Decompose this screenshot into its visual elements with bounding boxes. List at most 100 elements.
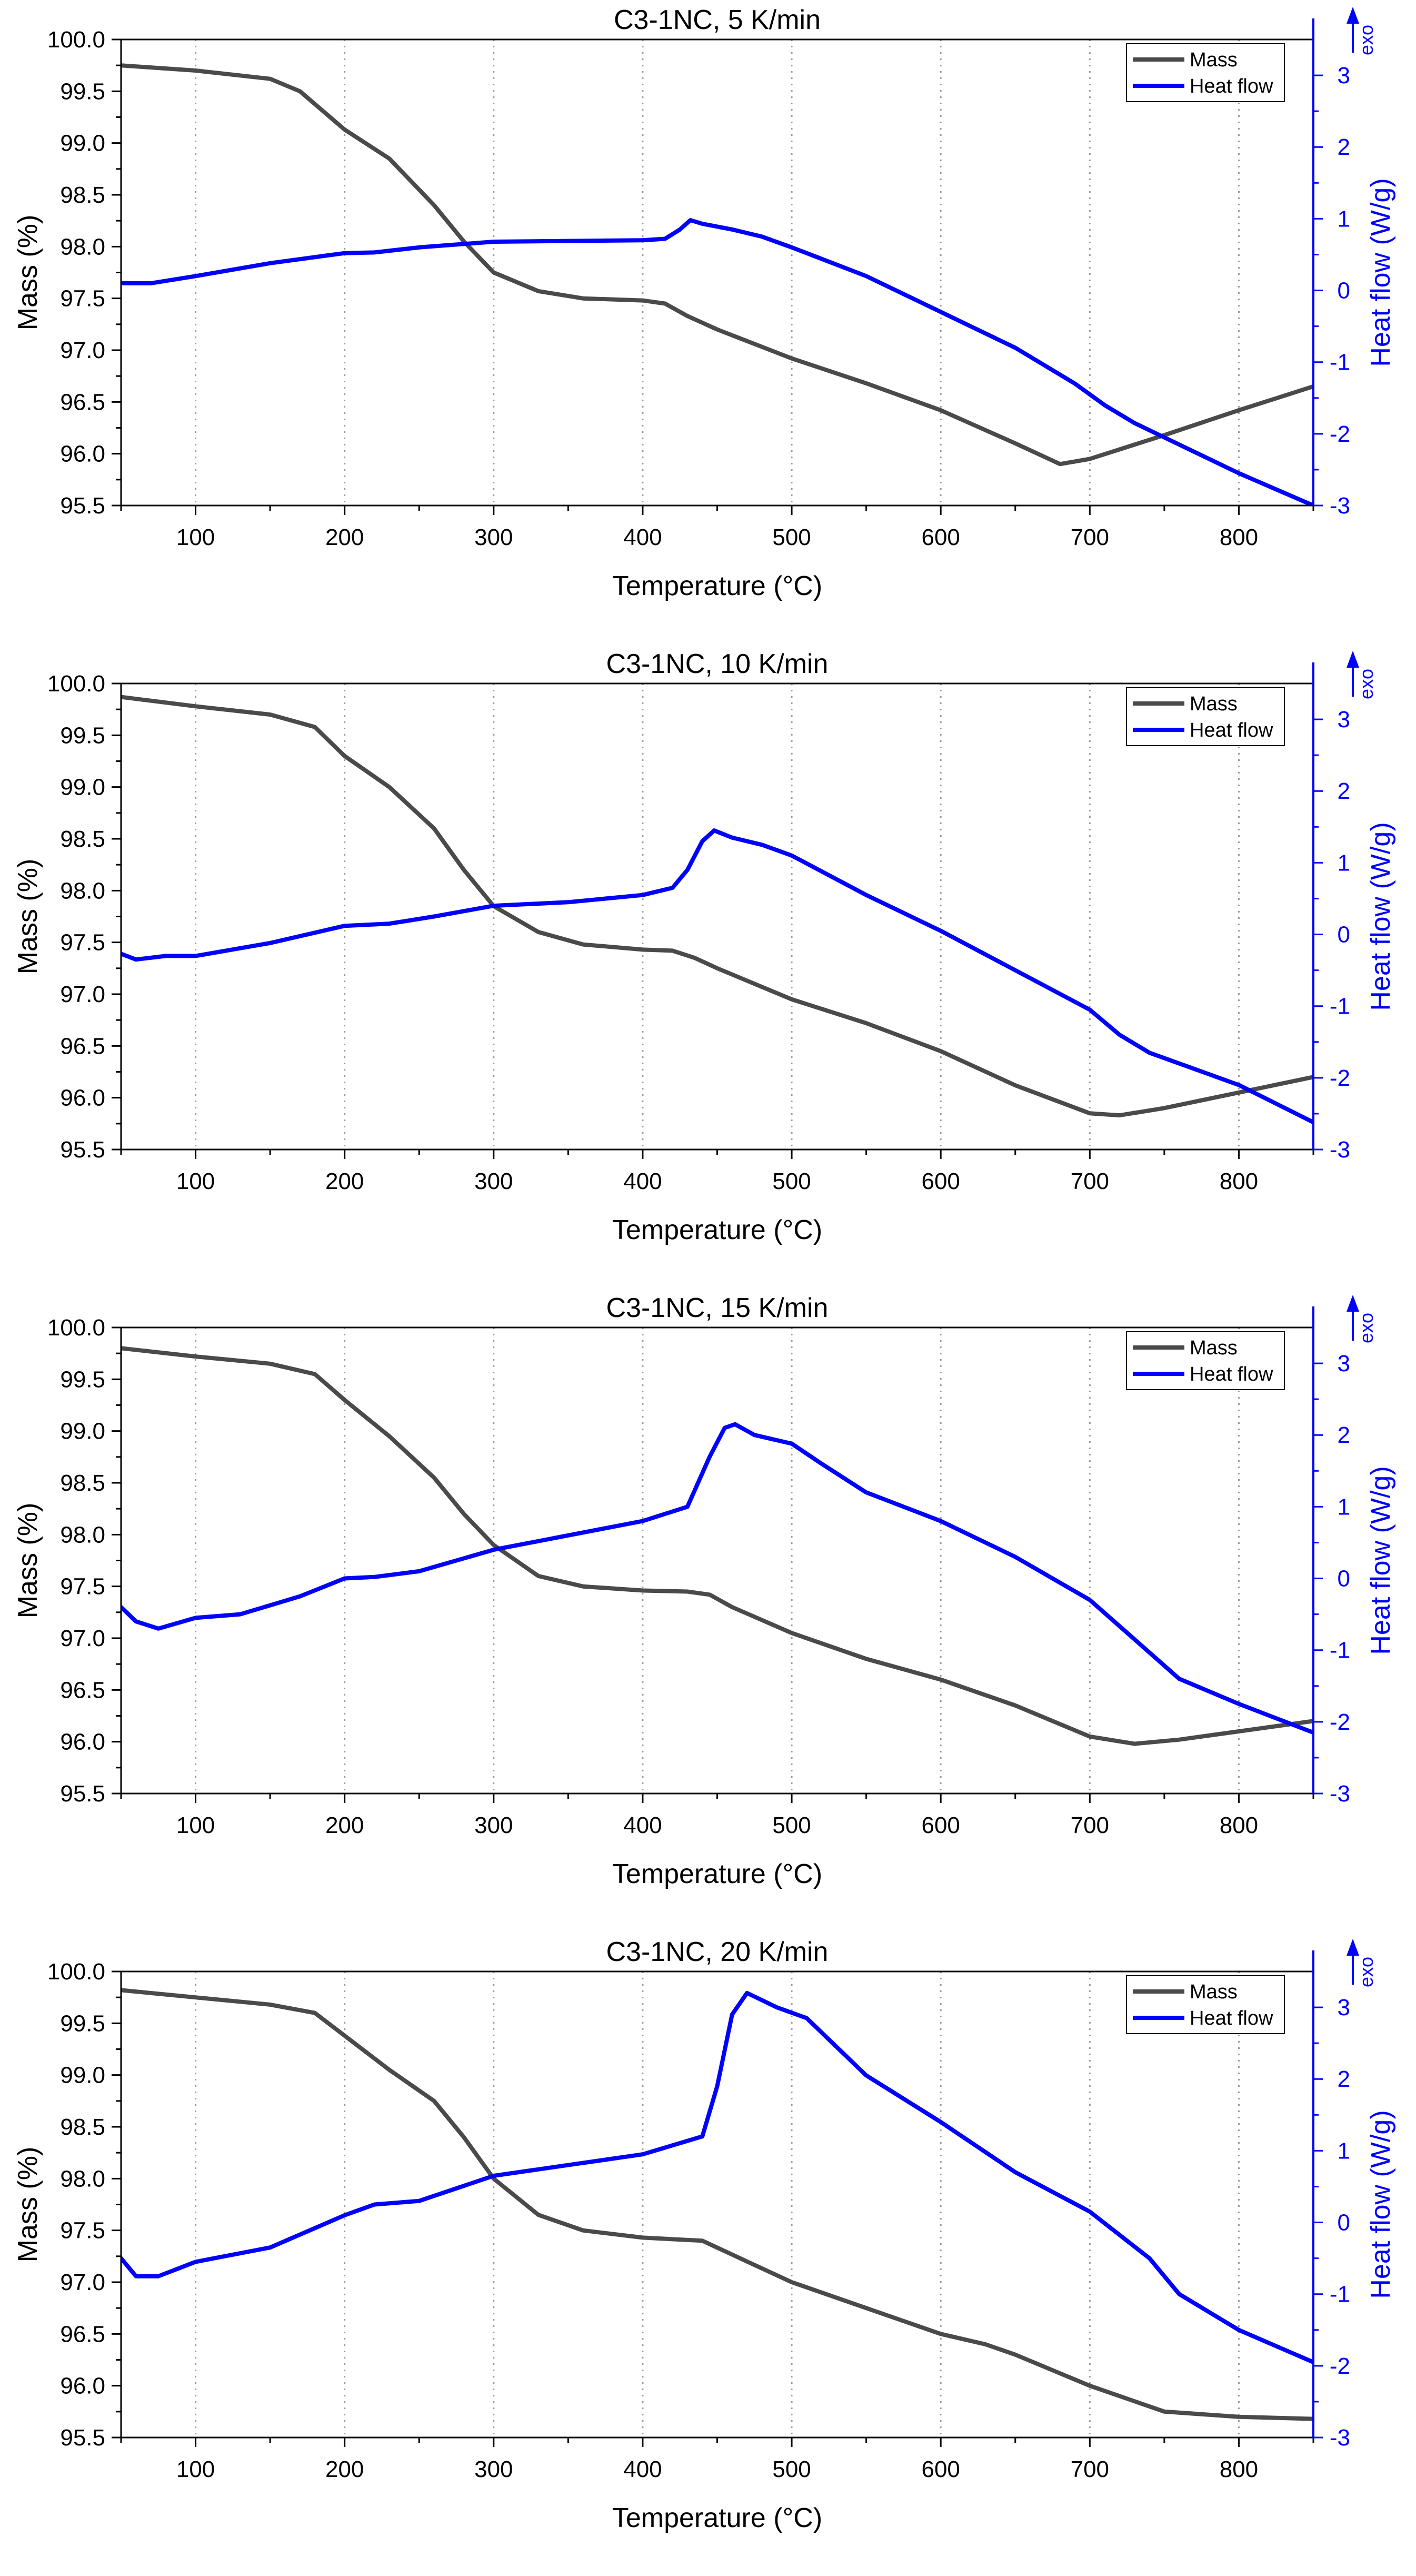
y-left-tick-label: 97.0 xyxy=(60,1626,105,1651)
y-right-tick-label: -3 xyxy=(1330,2425,1350,2451)
y-right-tick-label: -2 xyxy=(1330,421,1350,447)
y-right-axis-label: Heat flow (W/g) xyxy=(1365,822,1396,1010)
legend-label: Heat flow xyxy=(1190,75,1273,97)
y-right-tick-label: -1 xyxy=(1330,1638,1350,1663)
y-right-tick-label: 1 xyxy=(1338,2138,1350,2164)
x-tick-label: 100 xyxy=(176,2456,215,2482)
legend-label: Heat flow xyxy=(1190,719,1273,741)
x-tick-label: 600 xyxy=(921,524,960,550)
y-left-tick-label: 96.5 xyxy=(60,389,105,415)
x-tick-label: 200 xyxy=(325,2456,364,2482)
y-left-tick-label: 97.5 xyxy=(60,2218,105,2244)
y-left-tick-label: 96.0 xyxy=(60,2373,105,2399)
x-tick-label: 800 xyxy=(1220,524,1258,550)
x-tick-label: 800 xyxy=(1220,2456,1258,2482)
y-left-axis-label: Mass (%) xyxy=(13,859,43,975)
y-left-axis-label: Mass (%) xyxy=(13,1503,43,1619)
plot-frame xyxy=(120,1326,1314,1795)
chart-title: C3-1NC, 10 K/min xyxy=(606,649,829,679)
y-right-tick-label: 2 xyxy=(1338,1422,1350,1448)
y-left-tick-label: 95.5 xyxy=(60,2425,105,2451)
legend-box xyxy=(1126,43,1285,102)
x-tick-label: 500 xyxy=(772,2456,811,2482)
y-right-tick-label: -2 xyxy=(1330,1065,1350,1091)
heat-flow-series-line xyxy=(121,828,1313,1125)
y-right-tick-label: 2 xyxy=(1338,134,1350,160)
x-tick-label: 700 xyxy=(1071,1168,1109,1194)
x-tick-label: 400 xyxy=(623,1812,662,1838)
y-right-tick-label: 1 xyxy=(1338,1494,1350,1520)
y-right-tick-label: 3 xyxy=(1338,707,1350,732)
x-tick-label: 500 xyxy=(772,524,811,550)
y-right-tick-label: 3 xyxy=(1338,63,1350,88)
heat-flow-series-line xyxy=(121,1990,1313,2364)
legend-label: Heat flow xyxy=(1190,2007,1273,2029)
y-left-tick-label: 100.0 xyxy=(47,1315,105,1341)
y-left-tick-label: 96.5 xyxy=(60,1677,105,1703)
x-tick-label: 600 xyxy=(921,1168,960,1194)
x-tick-label: 100 xyxy=(176,1812,215,1838)
y-right-tick-label: -3 xyxy=(1330,1781,1350,1807)
x-tick-label: 400 xyxy=(623,1168,662,1194)
x-tick-label: 100 xyxy=(176,1168,215,1194)
y-left-tick-label: 98.0 xyxy=(60,1522,105,1548)
exo-arrow-head xyxy=(1347,7,1359,24)
plot-frame xyxy=(120,1970,1314,2439)
y-right-tick-label: 2 xyxy=(1338,2066,1350,2092)
y-left-tick-label: 98.0 xyxy=(60,878,105,904)
x-tick-label: 700 xyxy=(1071,524,1109,550)
x-tick-label: 200 xyxy=(325,1168,364,1194)
y-right-tick-label: -2 xyxy=(1330,2353,1350,2379)
y-right-tick-label: 0 xyxy=(1338,922,1350,948)
plot-frame xyxy=(120,38,1314,507)
y-left-tick-label: 100.0 xyxy=(47,27,105,53)
y-right-axis-label: Heat flow (W/g) xyxy=(1365,1466,1396,1654)
y-left-tick-label: 95.5 xyxy=(60,1137,105,1163)
y-left-tick-label: 97.0 xyxy=(60,338,105,363)
exo-arrow-head xyxy=(1347,1939,1359,1956)
chart-title: C3-1NC, 5 K/min xyxy=(614,5,821,35)
y-left-tick-label: 95.5 xyxy=(60,493,105,519)
x-tick-label: 800 xyxy=(1220,1168,1258,1194)
chart-svg: C3-1NC, 10 K/min exo 100 200 300 400 500 600 700… xyxy=(13,649,1396,1245)
exo-label: exo xyxy=(1355,25,1377,55)
chart-svg: C3-1NC, 20 K/min exo 100 200 300 400 500 600 700… xyxy=(13,1937,1396,2533)
x-tick-label: 300 xyxy=(474,1812,513,1838)
y-right-tick-label: 3 xyxy=(1338,1995,1350,2020)
exo-arrow-head xyxy=(1347,1295,1359,1312)
y-left-tick-label: 98.0 xyxy=(60,234,105,260)
x-tick-label: 600 xyxy=(921,2456,960,2482)
y-left-tick-label: 95.5 xyxy=(60,1781,105,1807)
y-left-tick-label: 96.5 xyxy=(60,1033,105,1059)
x-tick-label: 400 xyxy=(623,524,662,550)
y-left-tick-label: 96.5 xyxy=(60,2321,105,2347)
mass-series-line xyxy=(121,1988,1313,2421)
y-right-tick-label: 0 xyxy=(1338,2210,1350,2236)
y-left-axis-label: Mass (%) xyxy=(13,2147,43,2263)
y-left-tick-label: 97.0 xyxy=(60,982,105,1007)
x-axis-label: Temperature (°C) xyxy=(612,1859,822,1889)
exo-arrow-head xyxy=(1347,651,1359,668)
y-left-tick-label: 97.5 xyxy=(60,286,105,312)
x-tick-label: 700 xyxy=(1071,2456,1109,2482)
y-right-tick-label: 2 xyxy=(1338,778,1350,804)
x-tick-label: 800 xyxy=(1220,1812,1258,1838)
legend-label: Mass xyxy=(1190,1337,1238,1359)
y-left-tick-label: 100.0 xyxy=(47,671,105,697)
heat-flow-series-line xyxy=(121,1422,1313,1735)
y-left-tick-label: 97.0 xyxy=(60,2270,105,2295)
y-right-tick-label: -3 xyxy=(1330,493,1350,519)
y-left-tick-label: 99.5 xyxy=(60,78,105,104)
y-right-tick-label: -1 xyxy=(1330,350,1350,375)
exo-label: exo xyxy=(1355,1313,1377,1343)
x-tick-label: 200 xyxy=(325,1812,364,1838)
y-left-tick-label: 97.5 xyxy=(60,1574,105,1600)
y-left-tick-label: 99.5 xyxy=(60,722,105,748)
chart-panel: C3-1NC, 5 K/min exo 100 200 300 400 500 600 700 8… xyxy=(0,0,1416,644)
y-right-tick-label: 1 xyxy=(1338,206,1350,232)
legend-box xyxy=(1126,1975,1285,2034)
y-left-tick-label: 99.0 xyxy=(60,131,105,156)
plot-frame xyxy=(120,682,1314,1151)
y-right-tick-label: 0 xyxy=(1338,278,1350,304)
